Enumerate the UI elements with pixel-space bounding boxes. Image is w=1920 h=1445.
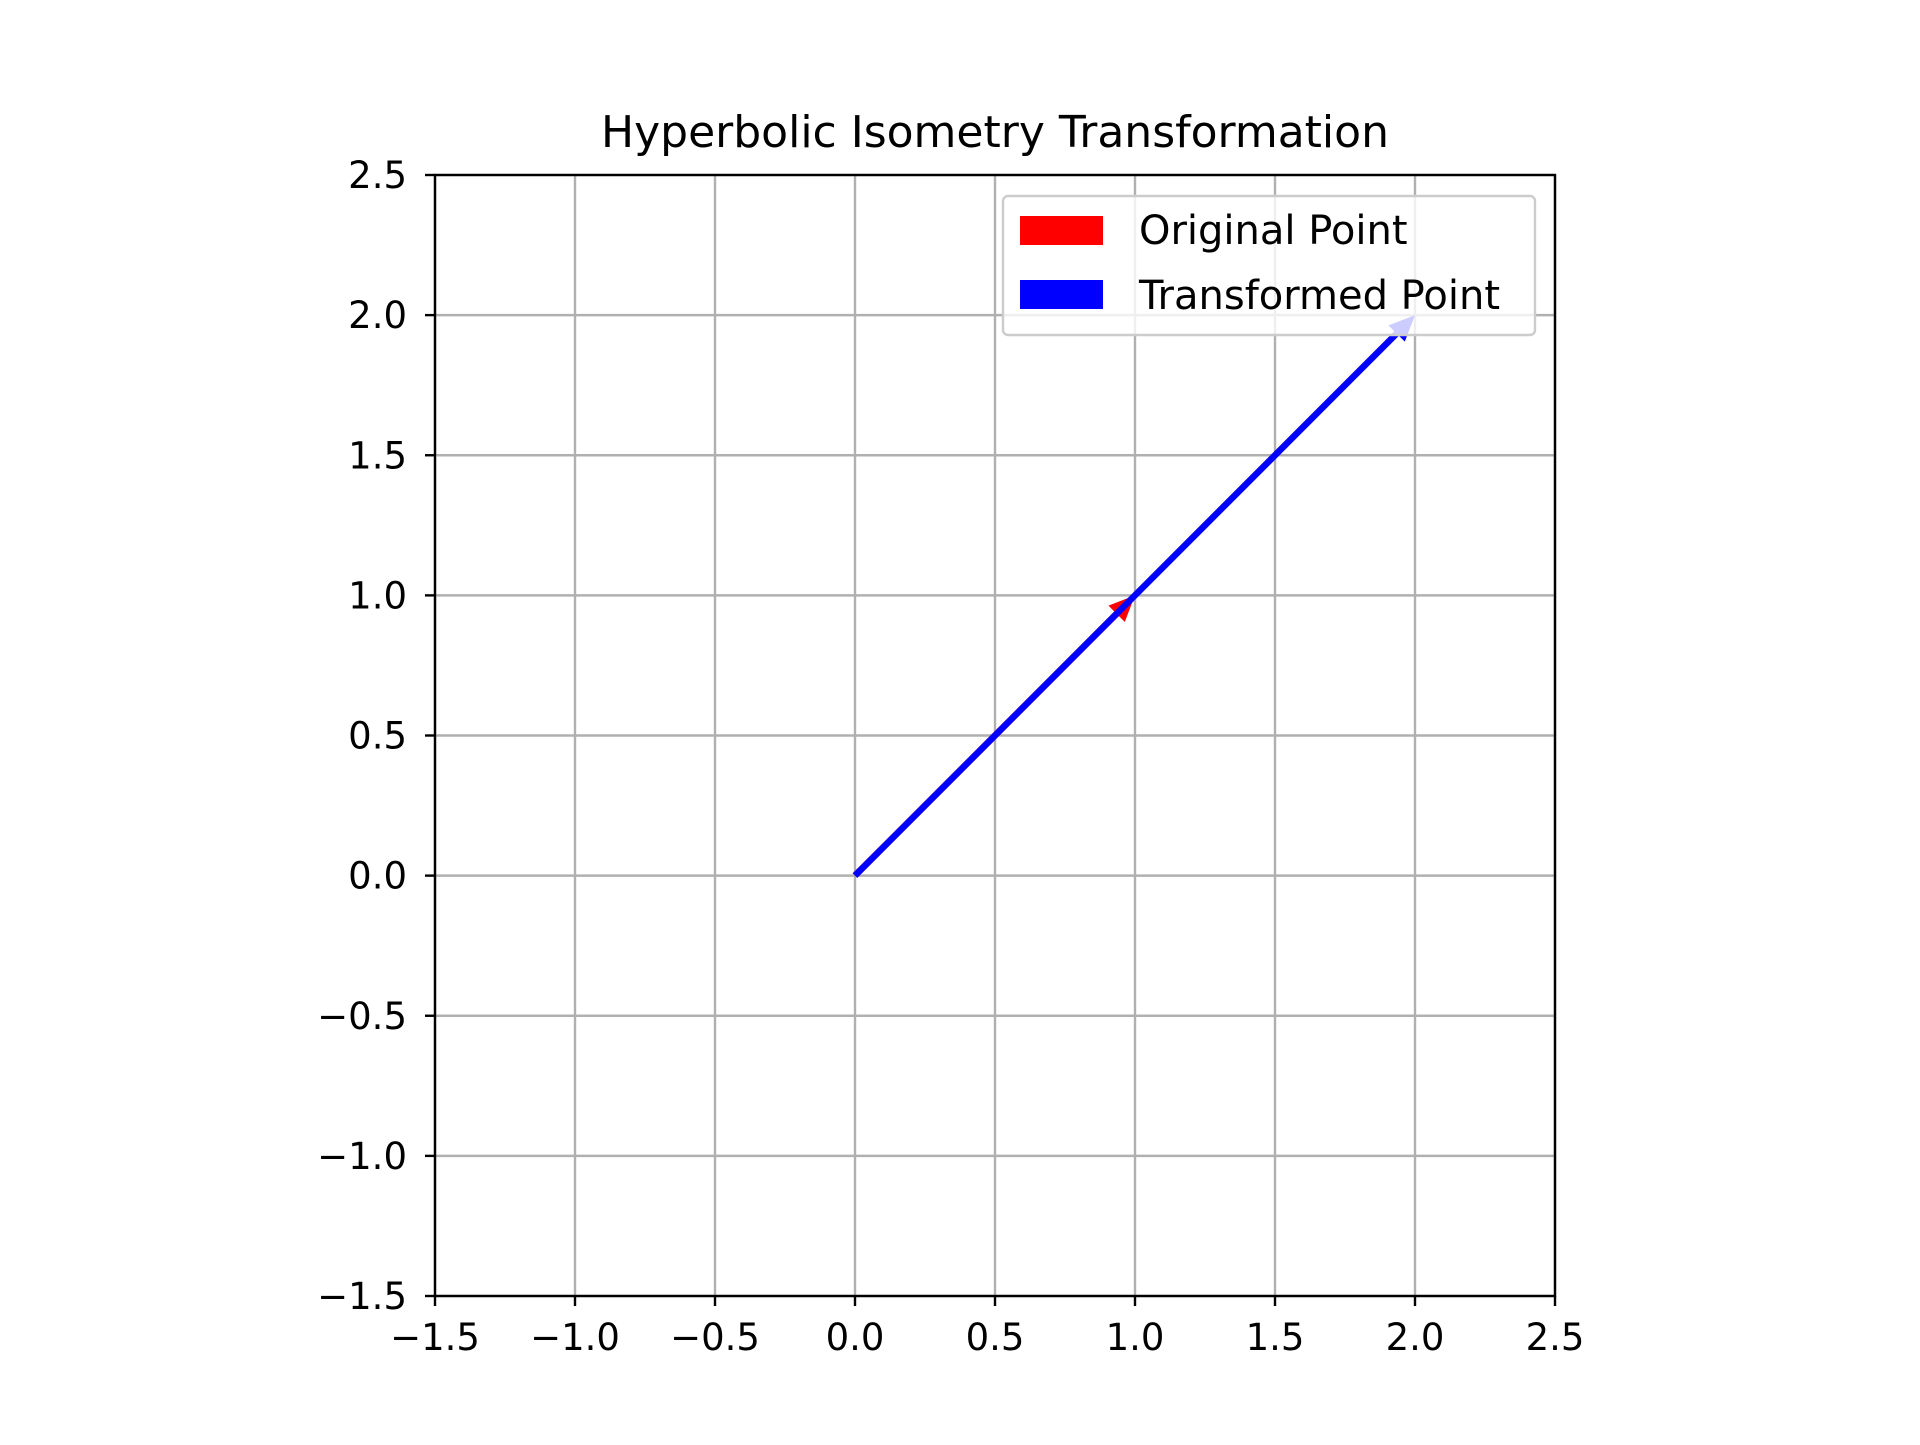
x-tick-label: −0.5: [670, 1316, 760, 1359]
arrows: [852, 315, 1415, 878]
y-tick-label: 0.5: [348, 715, 407, 758]
x-tick-label: 2.5: [1526, 1316, 1585, 1359]
y-tick-label: 0.0: [348, 855, 407, 898]
legend: Original Point Transformed Point: [1001, 194, 1537, 337]
legend-swatch-transformed-point: [1020, 280, 1103, 309]
y-tick-label: −1.5: [317, 1275, 407, 1318]
arrow-transformed-point: [852, 315, 1415, 878]
y-tick-label: −0.5: [317, 995, 407, 1038]
x-tick-label: 1.5: [1246, 1316, 1305, 1359]
x-tick-label: 0.0: [826, 1316, 885, 1359]
ticks: −1.5 −1.0 −0.5 0.0 0.5 1.0 1.5 2.0 2.5 −1.5 −1.0 −0…: [317, 154, 1584, 1359]
y-tick-label: −1.0: [317, 1135, 407, 1178]
legend-label-transformed-point: Transformed Point: [1138, 273, 1500, 319]
y-tick-label: 2.0: [348, 294, 407, 337]
x-tick-label: 0.5: [966, 1316, 1025, 1359]
legend-swatch-original-point: [1020, 216, 1103, 245]
y-tick-label: 1.0: [348, 574, 407, 617]
x-tick-label: 1.0: [1106, 1316, 1165, 1359]
legend-label-original-point: Original Point: [1139, 208, 1408, 254]
chart-title: Hyperbolic Isometry Transformation: [601, 107, 1389, 158]
x-tick-label: −1.0: [530, 1316, 620, 1359]
y-tick-label: 2.5: [348, 154, 407, 197]
y-tick-label: 1.5: [348, 434, 407, 477]
legend-frame: [1001, 194, 1537, 337]
x-tick-label: 2.0: [1386, 1316, 1445, 1359]
x-tick-label: −1.5: [390, 1316, 480, 1359]
